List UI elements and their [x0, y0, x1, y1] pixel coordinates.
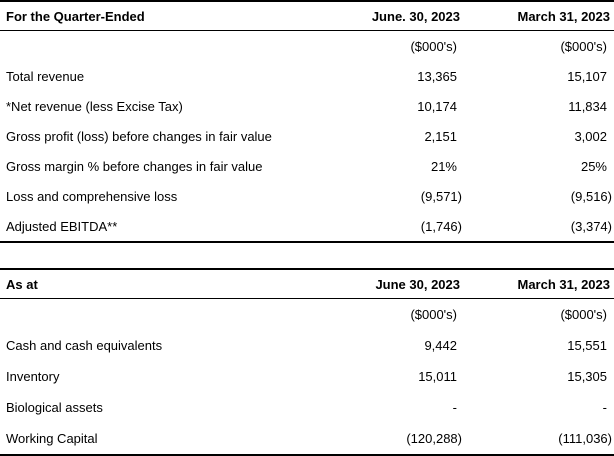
row-value-june: 21% — [430, 158, 457, 174]
as-at-header: As at — [0, 269, 314, 299]
row-label: Total revenue — [6, 68, 85, 84]
column-header-june-b: June 30, 2023 — [314, 269, 464, 299]
table-row: Adjusted EBITDA** (1,746) (3,374) — [0, 211, 614, 242]
row-value-june: (1,746) — [420, 218, 462, 234]
table-row: Loss and comprehensive loss (9,571) (9,5… — [0, 181, 614, 211]
table-row: Total revenue 13,365 15,107 — [0, 61, 614, 91]
row-label: Working Capital — [6, 431, 98, 446]
row-value-march: 15,551 — [567, 338, 607, 353]
table-row: Inventory 15,011 15,305 — [0, 361, 614, 392]
table-row: Cash and cash equivalents 9,442 15,551 — [0, 330, 614, 361]
quarter-ended-header: For the Quarter-Ended — [0, 1, 314, 31]
table-row: *Net revenue (less Excise Tax) 10,174 11… — [0, 91, 614, 121]
row-label: *Net revenue (less Excise Tax) — [6, 98, 183, 114]
column-header-june-q: June. 30, 2023 — [314, 1, 464, 31]
row-value-june: 10,174 — [417, 98, 457, 114]
column-header-march-b: March 31, 2023 — [464, 269, 614, 299]
row-label: Gross profit (loss) before changes in fa… — [6, 128, 272, 144]
row-label: Biological assets — [6, 400, 103, 415]
units-col3: ($000's) — [560, 38, 607, 54]
units-label-empty — [0, 31, 314, 62]
row-value-march: 3,002 — [574, 128, 607, 144]
row-value-march: (111,036) — [558, 431, 612, 446]
table-row: Gross profit (loss) before changes in fa… — [0, 121, 614, 151]
row-label: Cash and cash equivalents — [6, 338, 163, 353]
row-value-march: (3,374) — [570, 218, 612, 234]
row-value-june: (9,571) — [420, 188, 462, 204]
table-row: Working Capital (120,288) (111,036) — [0, 423, 614, 455]
row-value-march: 11,834 — [568, 98, 607, 114]
quarterly-results-table: For the Quarter-Ended June. 30, 2023 Mar… — [0, 0, 614, 243]
table-row: Gross margin % before changes in fair va… — [0, 151, 614, 181]
balance-sheet-table: As at June 30, 2023 March 31, 2023 ($000… — [0, 268, 614, 456]
units-label-empty — [0, 299, 314, 331]
row-value-june: 13,365 — [417, 68, 457, 84]
row-label: Loss and comprehensive loss — [6, 188, 178, 204]
row-value-march: - — [602, 400, 607, 415]
row-value-june: 2,151 — [424, 128, 457, 144]
units-col3: ($000's) — [560, 307, 607, 322]
row-value-june: 9,442 — [424, 338, 457, 353]
units-col2: ($000's) — [410, 307, 457, 322]
units-col2: ($000's) — [410, 38, 457, 54]
units-row: ($000's) ($000's) — [0, 299, 614, 331]
table-header-row: For the Quarter-Ended June. 30, 2023 Mar… — [0, 1, 614, 31]
table-gap — [0, 243, 614, 268]
row-value-march: 15,305 — [567, 369, 607, 384]
row-value-march: (9,516) — [570, 188, 612, 204]
row-label: Gross margin % before changes in fair va… — [6, 158, 263, 174]
units-row: ($000's) ($000's) — [0, 31, 614, 62]
row-value-march: 25% — [580, 158, 607, 174]
row-value-june: 15,011 — [418, 369, 457, 384]
row-value-june: - — [452, 400, 457, 415]
row-label: Inventory — [6, 369, 60, 384]
row-value-march: 15,107 — [567, 68, 607, 84]
column-header-march-q: March 31, 2023 — [464, 1, 614, 31]
table-header-row: As at June 30, 2023 March 31, 2023 — [0, 269, 614, 299]
row-value-june: (120,288) — [406, 431, 462, 446]
table-row: Biological assets - - — [0, 392, 614, 423]
row-label: Adjusted EBITDA** — [6, 218, 118, 234]
